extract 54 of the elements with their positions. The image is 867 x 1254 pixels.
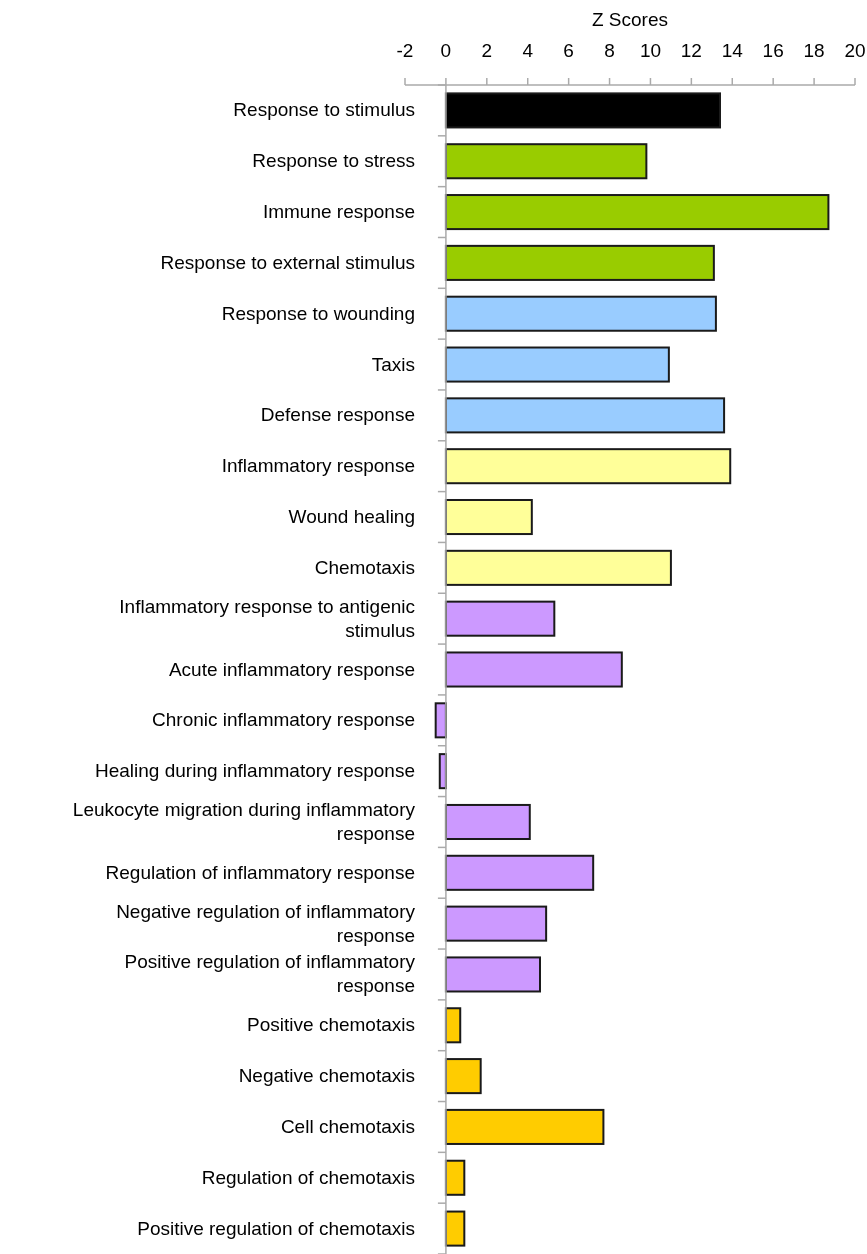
- y-tick-label: Chronic inflammatory response: [152, 709, 415, 731]
- y-tick-label: Chemotaxis: [314, 556, 415, 578]
- y-tick-label: Response to external stimulus: [160, 251, 415, 273]
- y-tick-label: Defense response: [260, 404, 415, 426]
- y-tick-label: Positive regulation of chemotaxis: [137, 1217, 415, 1239]
- bar: [444, 295, 717, 332]
- x-tick-label: 10: [639, 40, 662, 61]
- bar: [444, 651, 623, 688]
- y-tick-label: Response to stimulus: [233, 99, 415, 121]
- y-tick-label: Positive regulation of inflammatory response: [124, 951, 416, 997]
- bar: [444, 499, 533, 536]
- y-tick-label: Leukocyte migration during inflammatory response: [72, 798, 416, 844]
- bar: [444, 905, 548, 942]
- x-tick-label: 8: [604, 40, 615, 61]
- bar: [444, 194, 830, 231]
- y-tick-label: Positive chemotaxis: [247, 1014, 415, 1036]
- x-tick-label: 16: [762, 40, 784, 61]
- y-tick-label: Regulation of chemotaxis: [201, 1166, 415, 1188]
- x-tick-label: 6: [563, 40, 574, 61]
- bar: [444, 1108, 605, 1145]
- bar: [444, 92, 721, 129]
- bar: [444, 1058, 482, 1095]
- x-tick-label: 12: [680, 40, 702, 61]
- bar: [444, 346, 670, 383]
- x-axis-title: Z Scores: [591, 9, 669, 30]
- x-tick-label: 0: [440, 40, 452, 61]
- x-tick-label: 14: [721, 40, 744, 61]
- bar: [444, 397, 726, 434]
- y-tick-label: Wound healing: [288, 506, 415, 528]
- y-tick-label: Negative chemotaxis: [238, 1065, 415, 1087]
- bar: [444, 803, 531, 841]
- y-tick-label: Regulation of inflammatory response: [105, 861, 415, 883]
- y-tick-label: Taxis: [371, 353, 415, 375]
- bar: [444, 143, 648, 180]
- bar: [444, 854, 595, 891]
- y-tick-label: Inflammatory response to antigenic stimulus: [119, 595, 415, 641]
- x-tick-label: 18: [803, 40, 825, 61]
- bar: [444, 600, 556, 637]
- y-tick-label: Response to wounding: [221, 302, 415, 324]
- bar: [444, 244, 715, 281]
- y-tick-label: Inflammatory response: [221, 455, 415, 477]
- y-tick-label: Immune response: [262, 201, 415, 223]
- y-tick-label: Negative regulation of inflammatory response: [116, 900, 416, 946]
- x-tick-label: 20: [844, 40, 866, 61]
- bar: [444, 956, 541, 993]
- x-tick-label: 4: [522, 40, 534, 61]
- x-tick-label: 2: [481, 40, 493, 61]
- y-tick-label: Healing during inflammatory response: [95, 760, 415, 782]
- y-tick-label: Acute inflammatory response: [168, 658, 415, 680]
- y-tick-label: Response to stress: [252, 150, 415, 172]
- bar: [444, 549, 672, 586]
- y-tick-label: Cell chemotaxis: [280, 1115, 415, 1137]
- x-tick-label: -2: [396, 40, 414, 61]
- bar: [444, 448, 732, 485]
